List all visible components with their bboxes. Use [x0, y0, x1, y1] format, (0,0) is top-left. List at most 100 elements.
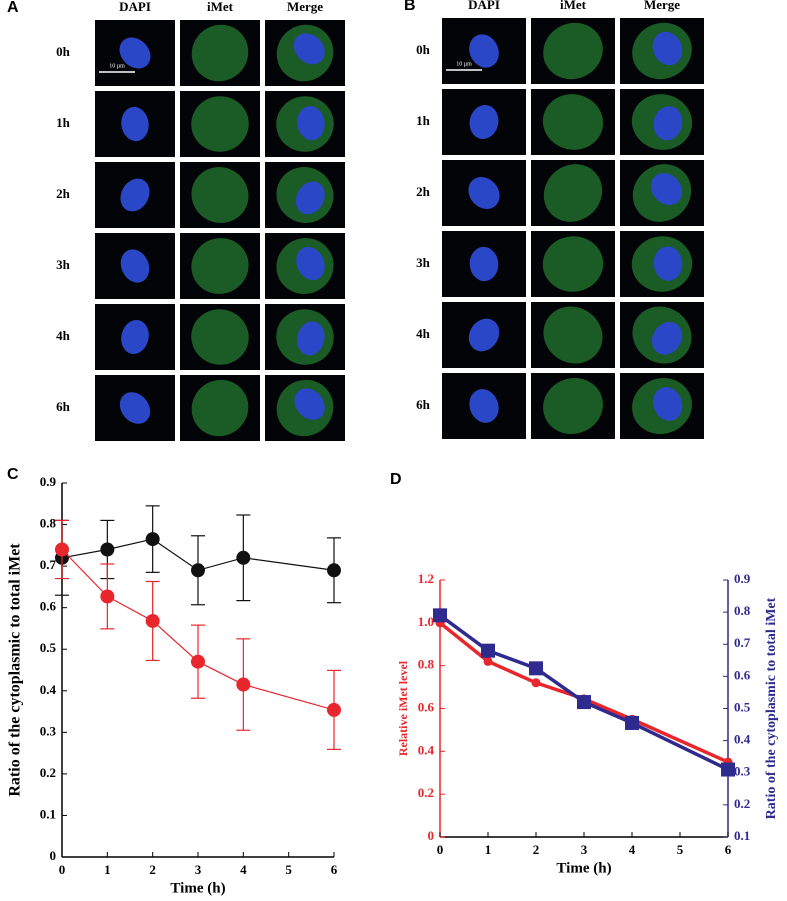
y-tick-label: 0.5 [40, 640, 57, 655]
nucleus [468, 177, 500, 209]
y-tick-label: 0.8 [40, 516, 57, 531]
cytoplasm [542, 94, 604, 150]
nucleus [469, 246, 499, 282]
row-label: 0h [416, 42, 431, 57]
point [55, 542, 69, 557]
y-axis-label: Relative iMet level [396, 660, 410, 756]
nucleus [293, 33, 325, 65]
nucleus [297, 106, 325, 141]
y2-tick-label: 0.1 [734, 828, 750, 843]
nucleus [121, 320, 149, 354]
cytoplasm [191, 309, 249, 365]
y-tick-label: 0.8 [418, 657, 435, 672]
series-line [61, 549, 335, 711]
row-label: 0h [56, 44, 71, 59]
scale-bar-label: 10 µm [456, 61, 472, 67]
y-tick-label: 0.4 [40, 682, 57, 697]
panel-letter: C [7, 466, 19, 483]
row-label: 1h [416, 113, 431, 128]
column-header: DAPI [119, 0, 151, 14]
y-tick-label: 0 [428, 828, 435, 843]
x-tick-label: 0 [437, 842, 444, 857]
y-tick-label: 0 [50, 848, 57, 863]
x-tick-label: 3 [195, 862, 202, 877]
x-tick-label: 2 [533, 842, 540, 857]
cytoplasm [543, 377, 603, 435]
y-tick-label: 0.9 [40, 474, 57, 489]
x-tick-label: 3 [581, 842, 588, 857]
point [191, 563, 205, 578]
x-tick-label: 2 [149, 862, 156, 877]
y-axis-label: Ratio of the cytoplasmic to total iMet [7, 543, 24, 797]
row-label: 2h [56, 186, 71, 201]
point [625, 715, 639, 730]
point [529, 661, 543, 676]
x-axis-label: Time (h) [170, 880, 225, 896]
nucleus [296, 246, 325, 281]
y2-tick-label: 0.4 [734, 732, 751, 747]
cytoplasm [191, 238, 249, 294]
x-tick-label: 0 [59, 862, 66, 877]
row-label: 2h [416, 184, 431, 199]
cytoplasm [191, 379, 249, 437]
nucleus [469, 389, 499, 423]
point [191, 654, 205, 669]
nucleus [120, 249, 150, 283]
point [145, 613, 160, 628]
panel-letter: D [390, 471, 402, 488]
nucleus [119, 392, 151, 424]
point [433, 608, 447, 623]
y2-tick-label: 0.2 [734, 796, 750, 811]
nucleus [295, 181, 325, 215]
nucleus [119, 37, 151, 69]
y-tick-label: 1.0 [418, 614, 434, 629]
nucleus [294, 388, 325, 420]
y-tick-label: 0.2 [418, 785, 434, 800]
series-line [438, 613, 729, 772]
column-header: Merge [287, 0, 323, 14]
y-tick-label: 1.2 [418, 571, 434, 586]
nucleus [650, 173, 683, 206]
row-label: 6h [56, 399, 71, 414]
row-label: 3h [416, 255, 431, 270]
nucleus [651, 321, 683, 355]
column-header: DAPI [468, 0, 500, 12]
x-tick-label: 1 [485, 842, 492, 857]
scale-bar-label: 10 µm [109, 63, 125, 69]
row-label: 3h [56, 257, 71, 272]
x-tick-label: 5 [285, 862, 292, 877]
panel-letter: A [7, 0, 19, 16]
x-tick-label: 6 [725, 842, 732, 857]
point [100, 589, 115, 604]
y2-tick-label: 0.3 [734, 764, 751, 779]
y2-tick-label: 0.9 [734, 571, 751, 586]
point [531, 678, 541, 688]
cytoplasm [191, 96, 249, 152]
cytoplasm [542, 236, 604, 292]
cytoplasm [543, 164, 603, 222]
y2-axis-label: Ratio of the cytoplasmic to total iMet [764, 597, 779, 819]
nucleus [121, 106, 149, 142]
point [100, 542, 115, 557]
x-tick-label: 6 [331, 862, 338, 877]
y2-tick-label: 0.5 [734, 699, 751, 714]
y2-tick-label: 0.6 [734, 667, 751, 682]
x-tick-label: 5 [677, 842, 684, 857]
column-header: iMet [560, 0, 587, 12]
series-line [61, 538, 335, 571]
nucleus [120, 178, 150, 212]
nucleus [297, 321, 325, 356]
y2-tick-label: 0.7 [734, 635, 751, 650]
x-axis-label: Time (h) [556, 860, 611, 876]
point [721, 762, 735, 777]
series-line [438, 621, 729, 764]
y-tick-label: 0.4 [418, 742, 435, 757]
nucleus [469, 104, 499, 140]
x-tick-label: 1 [104, 862, 111, 877]
y-tick-label: 0.6 [418, 699, 435, 714]
y-tick-label: 0.3 [40, 723, 57, 738]
row-label: 6h [416, 397, 431, 412]
nucleus [652, 31, 683, 66]
y-tick-label: 0.1 [40, 806, 56, 821]
row-label: 4h [416, 326, 431, 341]
